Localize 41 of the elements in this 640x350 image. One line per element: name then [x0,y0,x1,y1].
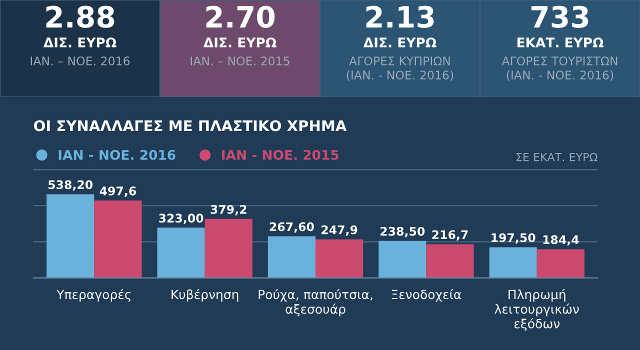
data-label: 323,00 [159,214,204,224]
text: 2.88 [46,6,114,28]
x-tick-label: Ξενοδοχεία [392,289,462,302]
data-label: 184,4 [543,235,579,246]
data-label: 379,2 [210,204,246,216]
data-label: 497,6 [100,186,136,197]
text: ΔΙΣ. ΕΥΡΩ [43,38,116,48]
legend-label: ΙΑΝ - ΝΟΕ. 2016 [58,150,176,160]
text: ΑΓΟΡΕΣ ΚΥΠΡΙΩΝ (ΙΑΝ. - ΝΟΕ. 2016) [346,56,454,81]
bar [268,236,316,278]
data-label: 216,7 [432,230,468,241]
text: 2.13 [366,6,434,28]
text: ΕΚΑΤ. ΕΥΡΩ [517,38,604,48]
text: ΑΓΟΡΕΣ ΤΟΥΡΙΣΤΩΝ (ΙΑΝ. - ΝΟΕ. 2016) [502,56,618,81]
text: 2.70 [206,6,275,28]
text: 733 [532,6,588,28]
bar [489,247,537,278]
text: ΙΑΝ. – ΝΟΕ. 2015 [190,56,290,66]
text: ΙΑΝ. – ΝΟΕ. 2016 [30,56,130,66]
x-tick-label: Κυβέρνηση [172,289,238,302]
bar [536,249,584,278]
text: ΔΙΣ. ΕΥΡΩ [363,38,436,48]
chart-title: ΟΙ ΣΥΝΑΛΛΑΓΕΣ ΜΕ ΠΛΑΣΤΙΚΟ ΧΡΗΜΑ [34,120,347,132]
data-label: 197,50 [492,233,536,244]
legend-label: ΙΑΝ - ΝΟΕ. 2015 [222,150,338,160]
data-label: 267,60 [270,222,314,233]
bar [94,200,142,278]
bar [378,240,426,278]
bar [157,228,205,278]
data-label: 247,9 [322,225,358,236]
bar [204,218,252,278]
y-axis-title: ΣΕ ΕΚΑΤ. ΕΥΡΩ [516,152,598,162]
bar [426,244,474,278]
text: ΔΙΣ. ΕΥΡΩ [203,38,276,48]
x-tick-label: Υπεραγορές [56,289,130,302]
x-tick-label: Πληρωμή λειτουργικών εξόδων [494,289,579,331]
bar [316,239,364,278]
x-tick-label: Ρούχα, παπούτσια, αξεσουάρ [258,289,372,316]
bar [46,194,94,278]
data-label: 538,20 [48,180,93,191]
data-label: 238,50 [380,226,425,238]
